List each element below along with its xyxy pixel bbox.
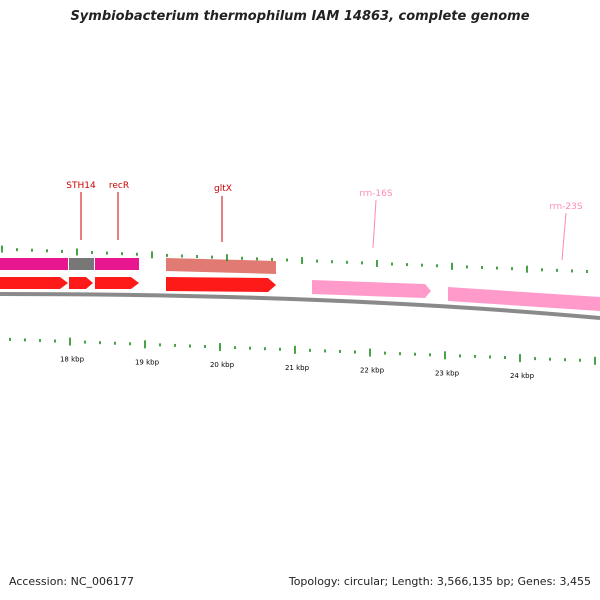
feature-label-rrn16s: rrn-16S [359, 189, 392, 199]
rrna-arrow-16s[interactable] [312, 280, 431, 298]
cds-arrow-3[interactable] [95, 277, 139, 289]
gene-block-recr[interactable] [95, 258, 139, 270]
feature-label-sth14: STH14 [66, 181, 96, 191]
scale-labels: 18 kbp 19 kbp 20 kbp 21 kbp 22 kbp 23 kbp 24 k… [60, 356, 535, 381]
genome-backbone [0, 292, 600, 320]
gene-block-gltx[interactable] [166, 258, 276, 274]
upper-tick-track [1, 245, 588, 274]
scale-label: 24 kbp [510, 372, 535, 380]
cds-arrow-1[interactable] [0, 277, 68, 289]
scale-label: 21 kbp [285, 364, 310, 372]
feature-label-recr: recR [109, 181, 129, 191]
scale-label: 20 kbp [210, 361, 235, 369]
feature-label-rrn23s: rrn-23S [549, 202, 582, 212]
accession-label: Accession: NC_006177 [9, 575, 135, 588]
cds-arrow-4[interactable] [166, 277, 276, 292]
label-line-rrn16s [372, 199, 377, 249]
gene-block-1[interactable] [0, 258, 68, 270]
cds-arrow-2[interactable] [69, 277, 93, 289]
genome-title: Symbiobacterium thermophilum IAM 14863, … [70, 9, 530, 24]
label-line-rrn23s [561, 212, 567, 261]
gene-block-sth14[interactable] [69, 258, 94, 270]
scale-label: 18 kbp [60, 356, 85, 364]
scale-label: 23 kbp [435, 369, 460, 377]
genome-summary: Topology: circular; Length: 3,566,135 bp… [288, 575, 591, 588]
scale-label: 19 kbp [135, 358, 160, 366]
lower-scale-ticks [9, 337, 596, 365]
rrna-arrow-23s[interactable] [448, 287, 600, 311]
scale-label: 22 kbp [360, 367, 385, 375]
feature-label-gltx: gltX [214, 184, 232, 194]
